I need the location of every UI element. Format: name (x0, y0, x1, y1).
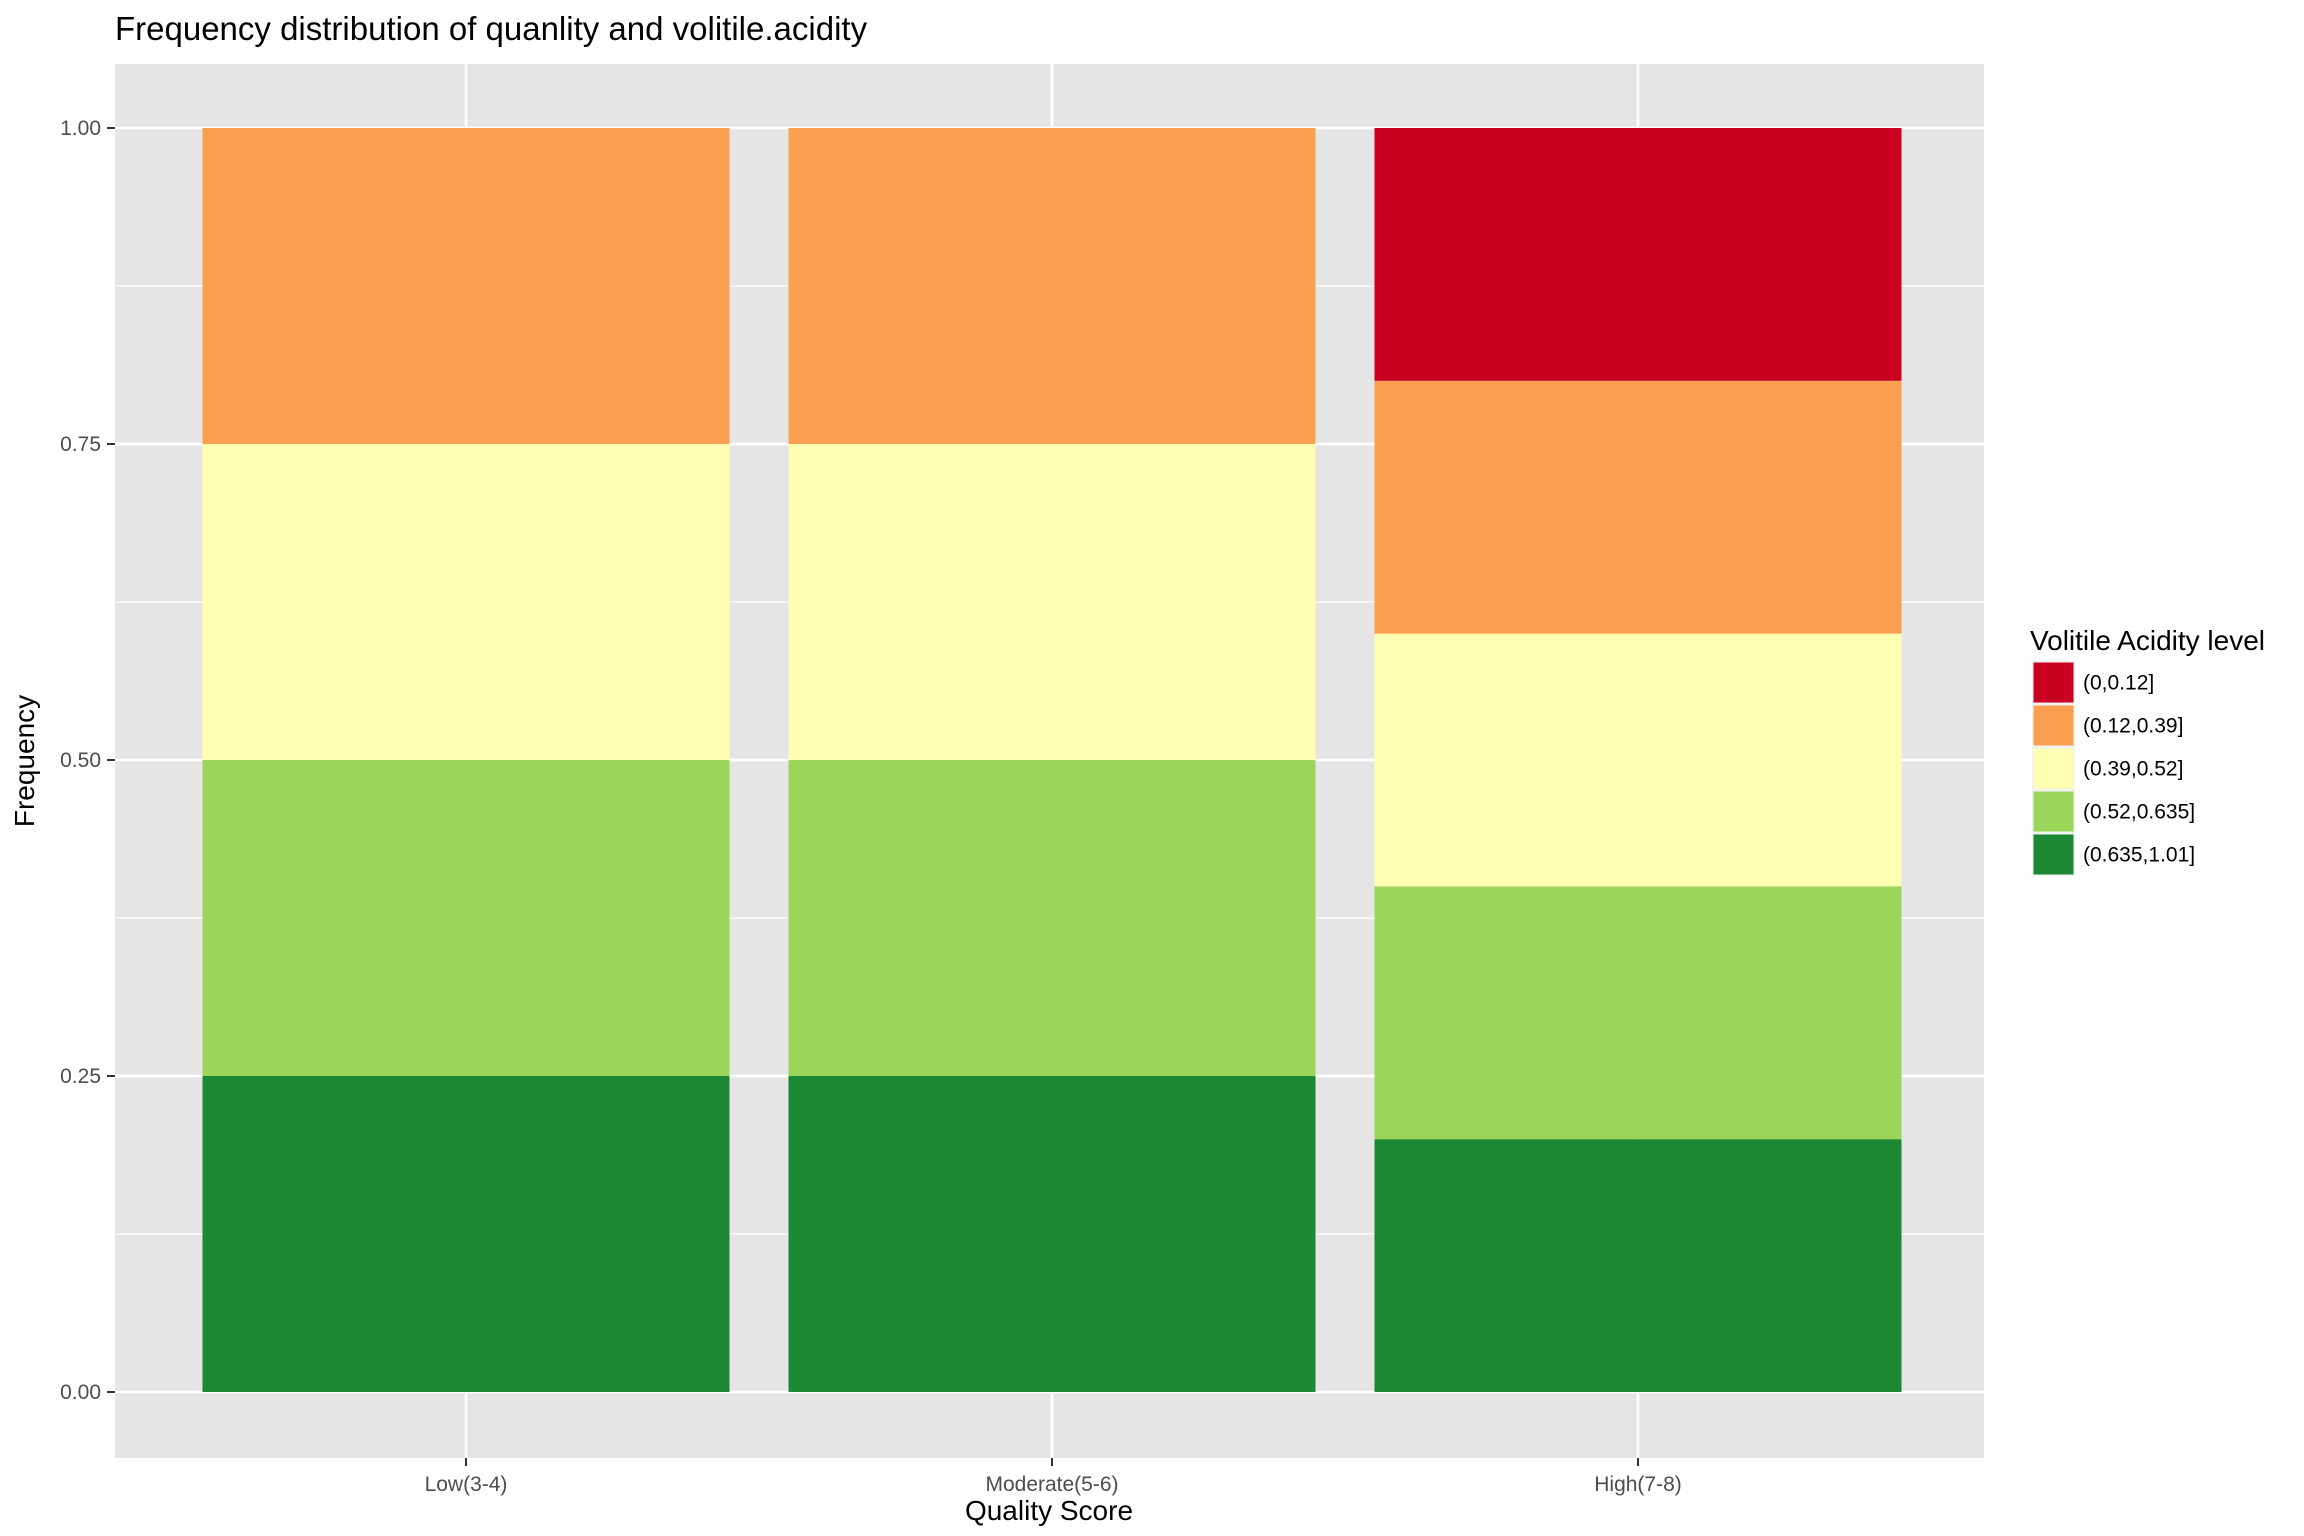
bar-segment (202, 128, 730, 444)
bar-segment (202, 1076, 730, 1392)
y-axis-title: Frequency (9, 695, 40, 827)
y-tick-label: 0.25 (60, 1065, 101, 1088)
legend-items: (0,0.12] (0.12,0.39] (0.39,0.52] (0.52,0.63… (2032, 661, 2195, 876)
x-tick-label: High(7-8) (1594, 1473, 1682, 1496)
y-tick-label: 0.75 (60, 433, 101, 456)
bar-segment (1374, 128, 1902, 381)
y-tick-label: 1.00 (60, 117, 101, 140)
chart-title: Frequency distribution of quanlity and v… (115, 10, 868, 47)
legend-label: (0.52,0.635] (2083, 801, 2195, 824)
bar-segment (788, 444, 1316, 760)
bar-segment (788, 1076, 1316, 1392)
legend: Volitile Acidity level (0,0.12] (0.12,0.3… (2030, 625, 2265, 876)
legend-swatch (2033, 748, 2074, 789)
legend-label: (0.39,0.52] (2083, 758, 2183, 781)
legend-swatch (2033, 662, 2074, 703)
bar-segments (202, 128, 1902, 1392)
bar-segment (1374, 633, 1902, 887)
bar-segment (202, 760, 730, 1076)
legend-label: (0,0.12] (2083, 672, 2154, 695)
bar-segment (1374, 380, 1902, 634)
bar-segment (788, 760, 1316, 1076)
x-axis: Low(3-4) Moderate(5-6) High(7-8) (425, 1458, 1682, 1496)
legend-label: (0.12,0.39] (2083, 715, 2183, 738)
bar-segment (202, 444, 730, 760)
y-axis: 0.00 0.25 0.50 0.75 1.00 (60, 117, 115, 1404)
y-tick-label: 0.00 (60, 1381, 101, 1404)
bar-segment (1374, 886, 1902, 1140)
legend-label: (0.635,1.01] (2083, 844, 2195, 867)
x-axis-title: Quality Score (965, 1495, 1133, 1526)
x-tick-label: Moderate(5-6) (985, 1473, 1118, 1496)
legend-swatch (2033, 705, 2074, 746)
legend-swatch (2033, 834, 2074, 875)
legend-swatch (2033, 791, 2074, 832)
legend-title: Volitile Acidity level (2030, 625, 2265, 656)
bar-segment (1374, 1139, 1902, 1392)
x-tick-label: Low(3-4) (425, 1473, 508, 1496)
y-tick-label: 0.50 (60, 749, 101, 772)
bar-segment (788, 128, 1316, 444)
